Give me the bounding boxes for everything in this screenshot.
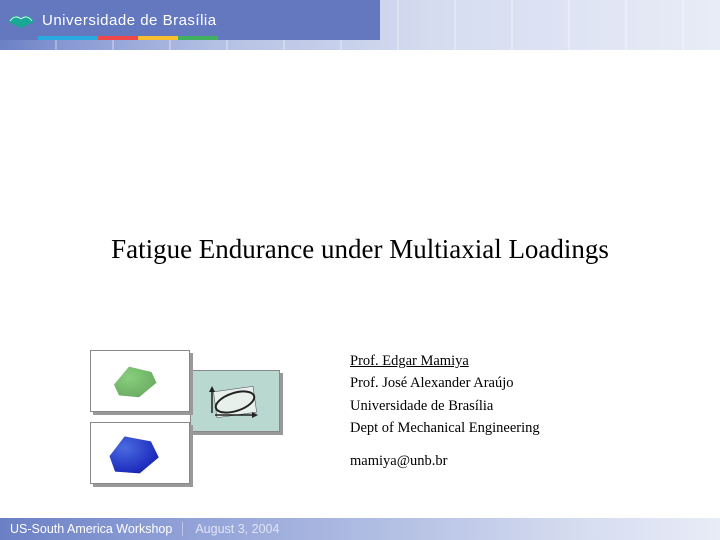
content-area: Fatigue Endurance under Multiaxial Loadi… [0, 50, 720, 518]
accent-seg-1 [38, 36, 98, 40]
green-mesh-icon [109, 363, 159, 399]
accent-seg-2 [98, 36, 138, 40]
thumb-green-mesh [90, 350, 190, 412]
footer-date: August 3, 2004 [182, 522, 291, 536]
thumbnail-cluster [90, 350, 290, 490]
coauthor: Prof. José Alexander Araújo [350, 372, 540, 394]
lead-author: Prof. Edgar Mamiya [350, 350, 540, 372]
accent-color-bar [38, 36, 218, 40]
header-bar: Universidade de Brasília [0, 0, 380, 40]
department: Dept of Mechanical Engineering [350, 417, 540, 439]
footer-bar: US-South America Workshop August 3, 2004 [0, 518, 720, 540]
footer-event: US-South America Workshop [0, 522, 182, 536]
thumb-stress-diagram [190, 370, 280, 432]
blue-mesh-icon [105, 433, 161, 475]
ellipse-arrow-icon [209, 383, 261, 421]
university-logo-icon [6, 8, 36, 32]
affiliation: Universidade de Brasília [350, 395, 540, 417]
header-org-name: Universidade de Brasília [42, 12, 217, 29]
accent-seg-3 [138, 36, 178, 40]
thumb-blue-mesh [90, 422, 190, 484]
accent-seg-4 [178, 36, 218, 40]
slide-title: Fatigue Endurance under Multiaxial Loadi… [0, 234, 720, 265]
email: mamiya@unb.br [350, 450, 540, 472]
author-info-block: Prof. Edgar Mamiya Prof. José Alexander … [350, 350, 540, 472]
